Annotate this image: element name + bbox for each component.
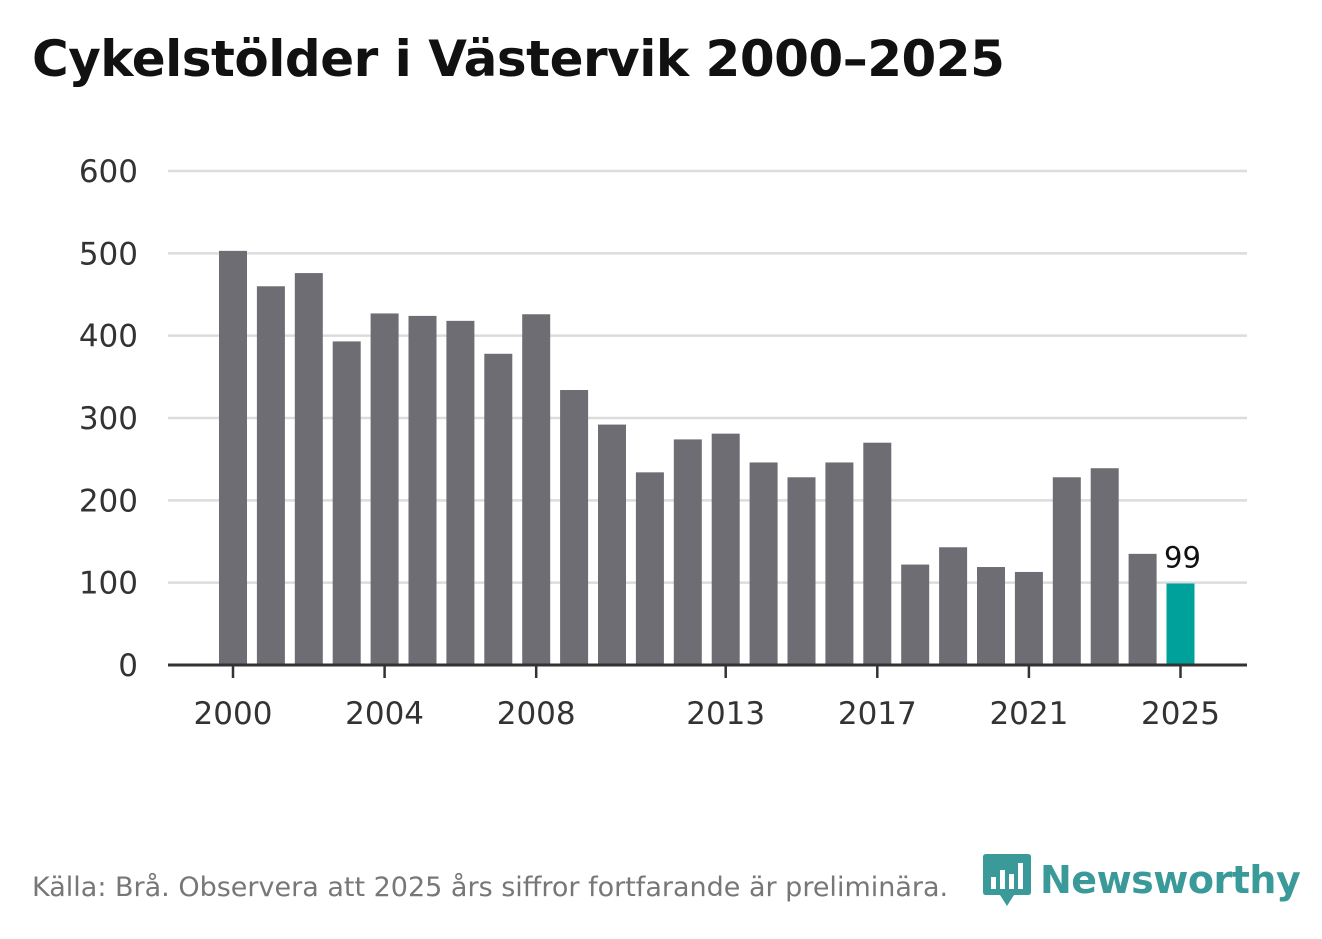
bar-2013: [711, 433, 740, 665]
data-labels: 99: [1164, 540, 1201, 574]
bar-2020: [977, 567, 1005, 665]
x-tick-label: 2013: [686, 696, 765, 732]
bar-2022: [1052, 477, 1081, 665]
bar-2025: [1166, 583, 1195, 665]
bar-2005: [408, 315, 437, 665]
y-tick-label: 300: [79, 401, 138, 437]
y-tick-label: 100: [79, 566, 138, 602]
bar-2021: [1014, 571, 1043, 665]
x-tick-label: 2004: [345, 696, 424, 732]
bar-chart: 0 100 200 300 400 500 600 2000 2004 2008 2013 2017…: [79, 154, 1247, 732]
logo-text: Newsworthy: [1040, 858, 1301, 902]
bar-2004: [370, 313, 399, 665]
chart-title: Cykelstölder i Västervik 2000–2025: [32, 30, 1005, 88]
bar-2015: [787, 477, 816, 665]
y-tick-label: 0: [118, 648, 138, 684]
bar-2010: [598, 424, 626, 665]
x-tick-label: 2008: [497, 696, 576, 732]
bar-2012: [673, 439, 702, 665]
bar-2002: [294, 273, 323, 665]
bar-2003: [332, 341, 361, 665]
bar-2011: [635, 472, 664, 665]
y-axis-ticks: 0 100 200 300 400 500 600: [79, 154, 138, 684]
x-tick-label: 2017: [838, 696, 917, 732]
x-tick-label: 2025: [1141, 696, 1220, 732]
bar-2014: [749, 462, 778, 665]
y-tick-label: 600: [79, 154, 138, 190]
bar-2009: [560, 390, 589, 665]
bar-2023: [1090, 468, 1119, 665]
bar-2008: [522, 314, 551, 665]
bar-2007: [484, 353, 513, 665]
data-label-2025: 99: [1164, 540, 1201, 574]
bar-2024: [1128, 553, 1157, 665]
y-tick-label: 500: [79, 236, 138, 272]
bar-2016: [825, 462, 854, 665]
chart-logo-icon: [983, 854, 1031, 906]
newsworthy-logo: Newsworthy: [982, 850, 1301, 910]
gridlines: [168, 169, 1247, 584]
bar-2019: [939, 547, 968, 665]
bar-2017: [863, 442, 892, 665]
bar-2000: [219, 250, 247, 665]
x-axis-ticks: 2000 2004 2008 2013 2017 2021 2025: [194, 665, 1220, 732]
y-tick-label: 200: [79, 483, 138, 519]
x-tick-label: 2000: [194, 696, 273, 732]
bar-2018: [901, 564, 930, 665]
bars: [219, 250, 1195, 665]
y-tick-label: 400: [79, 319, 138, 355]
x-tick-label: 2021: [989, 696, 1068, 732]
bar-2006: [446, 320, 475, 665]
source-note: Källa: Brå. Observera att 2025 års siffr…: [32, 872, 949, 903]
bar-2001: [256, 286, 285, 665]
